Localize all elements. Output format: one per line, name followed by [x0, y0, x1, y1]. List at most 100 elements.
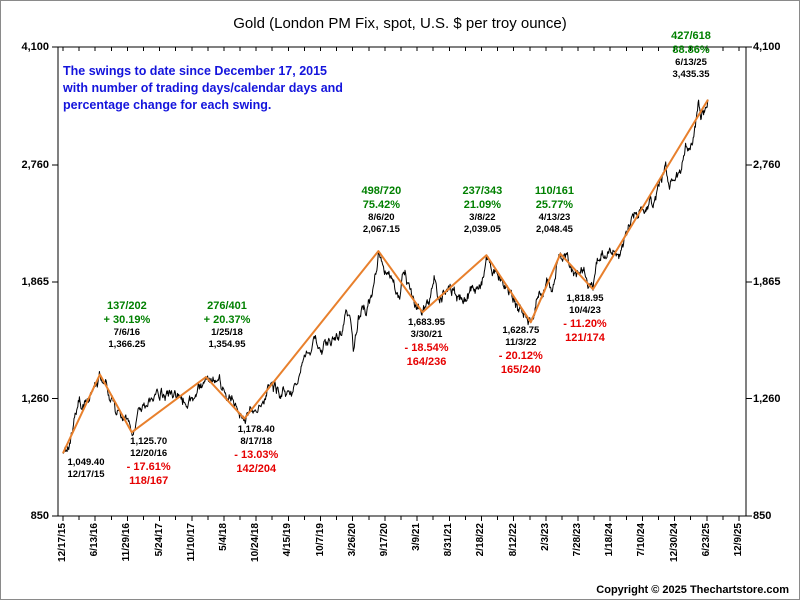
swing-note-line: The swings to date since December 17, 20…: [63, 64, 328, 78]
x-axis-label: 11/29/16: [121, 523, 133, 562]
swing-annotation-line: 1,178.40: [237, 423, 275, 435]
swing-annotation-line: 88.86%: [672, 43, 710, 56]
swing-annotation: 427/618 88.86% 6/13/25 3,435.35: [643, 29, 739, 81]
swing-annotation: 137/202 + 30.19% 7/6/16 1,366.25: [79, 299, 175, 351]
x-axis-label: 4/15/19: [282, 523, 294, 557]
swing-annotation-line: 4/13/23: [538, 211, 571, 223]
swing-annotation-line: 165/240: [500, 364, 541, 377]
swing-annotation-line: - 17.61%: [126, 461, 171, 474]
swing-annotation-line: 2,067.15: [362, 224, 400, 236]
swing-annotation-line: - 13.03%: [234, 448, 279, 461]
swing-annotation-line: 10/4/23: [569, 305, 601, 317]
x-axis-label: 6/23/25: [700, 523, 712, 557]
x-axis-label: 2/18/22: [475, 523, 487, 557]
x-axis-label: 5/4/18: [217, 523, 229, 551]
swing-annotation-line: 1/25/18: [211, 327, 243, 339]
swing-annotation-line: 427/618: [671, 29, 711, 42]
swing-annotation-line: + 30.19%: [103, 313, 151, 326]
copyright-notice: Copyright © 2025 Thechartstore.com: [596, 584, 789, 596]
x-axis-label: 12/30/24: [668, 523, 680, 562]
swing-annotation-line: 1,354.95: [208, 339, 246, 351]
swing-annotation-line: 8/6/20: [368, 212, 395, 224]
swing-line: [62, 99, 709, 454]
x-axis-label: 8/31/21: [443, 523, 455, 557]
swing-annotation-line: 137/202: [107, 299, 147, 312]
swing-annotation-line: 1,628.75: [502, 325, 540, 337]
swing-annotation-line: 7/6/16: [113, 326, 141, 338]
x-axis-label: 5/24/17: [153, 523, 165, 557]
swing-annotation-line: 121/174: [565, 332, 605, 345]
swing-annotation-line: 2,039.05: [463, 224, 501, 236]
swing-annotation: 110/161 25.77% 4/13/23 2,048.45: [506, 184, 602, 236]
swing-annotation-line: 1,049.40: [67, 457, 105, 469]
y-axis-label: 4,100: [753, 41, 781, 53]
swing-annotation: 1,683.95 3/30/21- 18.54% 164/236: [379, 317, 475, 369]
swing-note-line: percentage change for each swing.: [63, 98, 272, 112]
x-axis-label: 9/17/20: [378, 523, 390, 557]
swing-annotation-line: 1,125.70: [130, 436, 168, 448]
swing-note: The swings to date since December 17, 20…: [63, 63, 343, 114]
swing-annotation-line: 237/343: [462, 185, 503, 198]
y-axis-label: 1,260: [753, 392, 781, 405]
swing-annotation-line: 6/13/25: [675, 56, 707, 68]
y-axis-label: 850: [30, 510, 49, 522]
x-axis-label: 12/9/25: [733, 523, 744, 557]
swing-annotation-line: 118/167: [129, 475, 169, 488]
chart-title: Gold (London PM Fix, spot, U.S. $ per tr…: [233, 15, 567, 32]
x-axis-ticks: [62, 47, 740, 521]
y-axis-label: 2,760: [753, 158, 781, 171]
swing-annotation-line: 276/401: [207, 300, 247, 313]
swing-annotation: 276/401 + 20.37% 1/25/18 1,354.95: [179, 299, 275, 351]
y-axis-label: 2,760: [21, 158, 49, 171]
swing-annotation-line: 75.42%: [362, 199, 401, 212]
swing-annotation-line: 12/20/16: [130, 448, 168, 460]
y-axis-label: 4,100: [21, 41, 49, 53]
swing-annotation-line: 164/236: [406, 356, 447, 369]
swing-annotation: 1,049.40 12/17/15: [38, 457, 134, 481]
x-axis-label: 8/12/22: [507, 523, 519, 557]
x-axis-label: 2/3/23: [539, 523, 551, 551]
swing-annotation-line: 3/30/21: [410, 329, 443, 341]
swing-annotation: 1,125.70 12/20/16- 17.61% 118/167: [101, 436, 197, 488]
y-axis-ticks: [52, 46, 752, 517]
y-axis-label: 1,865: [753, 275, 781, 288]
y-axis-label: 1,865: [21, 275, 49, 288]
swing-annotation: 498/720 75.42% 8/6/20 2,067.15: [333, 184, 429, 236]
x-axis-label: 7/28/23: [572, 523, 584, 557]
swing-annotation: 237/343 21.09% 3/8/22 2,039.05: [434, 184, 530, 236]
swing-annotation-line: 8/17/18: [240, 435, 273, 447]
swing-annotation-line: 21.09%: [463, 199, 502, 212]
x-axis-label: 6/13/16: [89, 523, 101, 557]
swing-annotation-line: + 20.37%: [203, 314, 251, 327]
swing-annotation-line: 1,366.25: [108, 338, 146, 350]
x-axis-label: 7/10/24: [636, 523, 648, 557]
swing-note-line: with number of trading days/calendar day…: [63, 81, 343, 95]
y-axis-label: 1,260: [21, 392, 49, 405]
swing-annotation: 1,178.40 8/17/18- 13.03% 142/204: [208, 424, 304, 476]
x-axis-label: 1/18/24: [604, 523, 616, 557]
x-axis-label: 10/24/18: [250, 523, 262, 562]
swing-annotation-line: 12/17/15: [67, 469, 105, 481]
swing-annotation-line: 1,683.95: [408, 317, 446, 329]
swing-annotation-line: - 20.12%: [498, 350, 543, 363]
swing-annotation-line: 110/161: [534, 184, 575, 197]
x-axis-label: 10/7/19: [314, 523, 326, 557]
swing-annotation-line: - 18.54%: [404, 342, 449, 355]
x-axis-label: 12/17/15: [57, 523, 68, 562]
swing-annotation-line: 142/204: [236, 462, 277, 475]
y-axis-label: 850: [753, 510, 772, 522]
swing-annotation-line: 25.77%: [535, 198, 574, 211]
swing-annotation-line: 3/8/22: [469, 212, 496, 224]
swing-annotation-line: 11/3/22: [505, 337, 537, 349]
x-axis-label: 3/26/20: [346, 523, 358, 557]
swing-annotation-line: 498/720: [361, 185, 402, 198]
x-axis-label: 11/10/17: [185, 523, 197, 562]
swing-annotation-line: - 11.20%: [563, 318, 607, 331]
swing-annotation-line: 2,048.45: [535, 223, 573, 235]
swing-annotation: 1,628.75 11/3/22- 20.12% 165/240: [473, 325, 569, 377]
swing-annotation-line: 3,435.35: [672, 68, 710, 80]
swing-annotation: 1,818.95 10/4/23- 11.20% 121/174: [537, 293, 633, 345]
x-axis-label: 3/9/21: [411, 523, 423, 551]
